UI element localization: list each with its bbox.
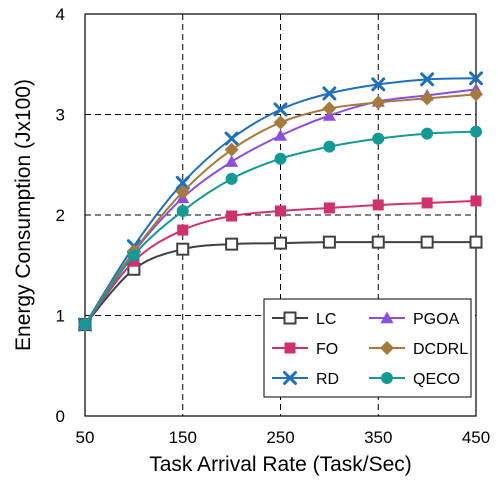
y-tick-label: 3 bbox=[56, 106, 65, 125]
y-tick-label: 4 bbox=[56, 5, 65, 24]
data-point-pgoa bbox=[274, 129, 287, 141]
x-tick-label: 150 bbox=[169, 428, 197, 447]
legend-item-lc: LC bbox=[272, 311, 336, 328]
data-point-fo bbox=[421, 197, 433, 209]
data-point-fo bbox=[128, 255, 140, 267]
data-point-rd bbox=[322, 86, 337, 101]
legend-marker-lc bbox=[283, 311, 297, 325]
data-point-lc bbox=[322, 235, 336, 249]
series-line-rd bbox=[84, 77, 477, 326]
data-point-dcdrl bbox=[322, 101, 337, 116]
data-point-fo bbox=[323, 202, 335, 214]
data-point-fo bbox=[275, 205, 286, 217]
data-point-lc bbox=[420, 235, 434, 249]
data-point-qeco bbox=[470, 125, 482, 138]
data-point-qeco bbox=[323, 140, 336, 153]
data-point-qeco bbox=[225, 172, 238, 185]
data-point-fo bbox=[226, 210, 238, 222]
legend-label-lc: LC bbox=[316, 311, 336, 328]
data-point-rd bbox=[175, 175, 190, 190]
data-point-dcdrl bbox=[469, 87, 483, 102]
series-dcdrl bbox=[78, 87, 483, 332]
legend-label-fo: FO bbox=[316, 341, 338, 358]
legend-marker-dcdrl bbox=[380, 341, 394, 355]
data-point-qeco bbox=[372, 132, 385, 145]
x-tick-label: 450 bbox=[462, 428, 490, 447]
data-point-pgoa bbox=[225, 155, 239, 167]
data-point-dcdrl bbox=[175, 184, 190, 199]
data-point-dcdrl bbox=[273, 115, 288, 130]
legend-marker-qeco bbox=[381, 372, 393, 384]
legend-item-pgoa: PGOA bbox=[369, 311, 460, 328]
y-tick-label: 1 bbox=[56, 307, 65, 326]
series-layer bbox=[78, 71, 483, 332]
data-point-fo bbox=[470, 195, 482, 207]
legend-item-qeco: QECO bbox=[369, 371, 460, 388]
legend-marker-fo bbox=[284, 342, 296, 354]
legend-label-rd: RD bbox=[316, 371, 339, 388]
legend-marker-pgoa bbox=[380, 311, 394, 324]
data-point-rd bbox=[420, 72, 435, 87]
series-qeco bbox=[79, 125, 482, 331]
data-point-lc bbox=[225, 237, 239, 251]
legend-item-dcdrl: DCDRL bbox=[369, 341, 468, 358]
series-line-dcdrl bbox=[84, 93, 477, 326]
data-point-qeco bbox=[79, 318, 91, 331]
data-point-dcdrl bbox=[420, 91, 435, 106]
legend-marker-rd bbox=[283, 371, 297, 385]
x-tick-label: 250 bbox=[266, 428, 294, 447]
data-point-fo bbox=[177, 224, 189, 236]
legend-item-rd: RD bbox=[272, 371, 339, 388]
data-point-qeco bbox=[421, 127, 434, 140]
y-axis-title: Energy Consumption (Jx100) bbox=[12, 79, 35, 351]
data-point-qeco bbox=[176, 204, 189, 217]
data-point-rd bbox=[224, 131, 239, 146]
data-point-rd bbox=[273, 102, 288, 117]
data-point-qeco bbox=[274, 152, 287, 165]
y-tick-label: 0 bbox=[56, 407, 65, 426]
legend-label-pgoa: PGOA bbox=[413, 311, 460, 328]
data-point-fo bbox=[372, 199, 384, 211]
legend-label-qeco: QECO bbox=[413, 371, 460, 388]
x-tick-label: 50 bbox=[76, 428, 95, 447]
data-point-dcdrl bbox=[224, 142, 239, 157]
data-point-rd bbox=[371, 77, 386, 92]
legend-label-dcdrl: DCDRL bbox=[413, 341, 468, 358]
x-axis-title: Task Arrival Rate (Task/Sec) bbox=[149, 453, 412, 476]
y-tick-label: 2 bbox=[56, 206, 65, 225]
data-point-lc bbox=[176, 242, 190, 256]
x-tick-label: 350 bbox=[364, 428, 392, 447]
data-point-lc bbox=[469, 235, 483, 249]
plot-frame bbox=[84, 13, 477, 417]
series-rd bbox=[78, 71, 483, 332]
tick-labels: 50 150 250 350 450 0 1 2 3 4 bbox=[56, 5, 491, 447]
data-point-qeco bbox=[127, 249, 140, 262]
data-point-dcdrl bbox=[371, 95, 386, 110]
data-point-lc bbox=[371, 235, 385, 249]
legend-item-fo: FO bbox=[272, 341, 338, 358]
legend: LC FO RD PGOA DCDRL QECO bbox=[263, 298, 472, 398]
data-point-lc bbox=[274, 236, 287, 250]
data-point-rd bbox=[469, 71, 483, 86]
